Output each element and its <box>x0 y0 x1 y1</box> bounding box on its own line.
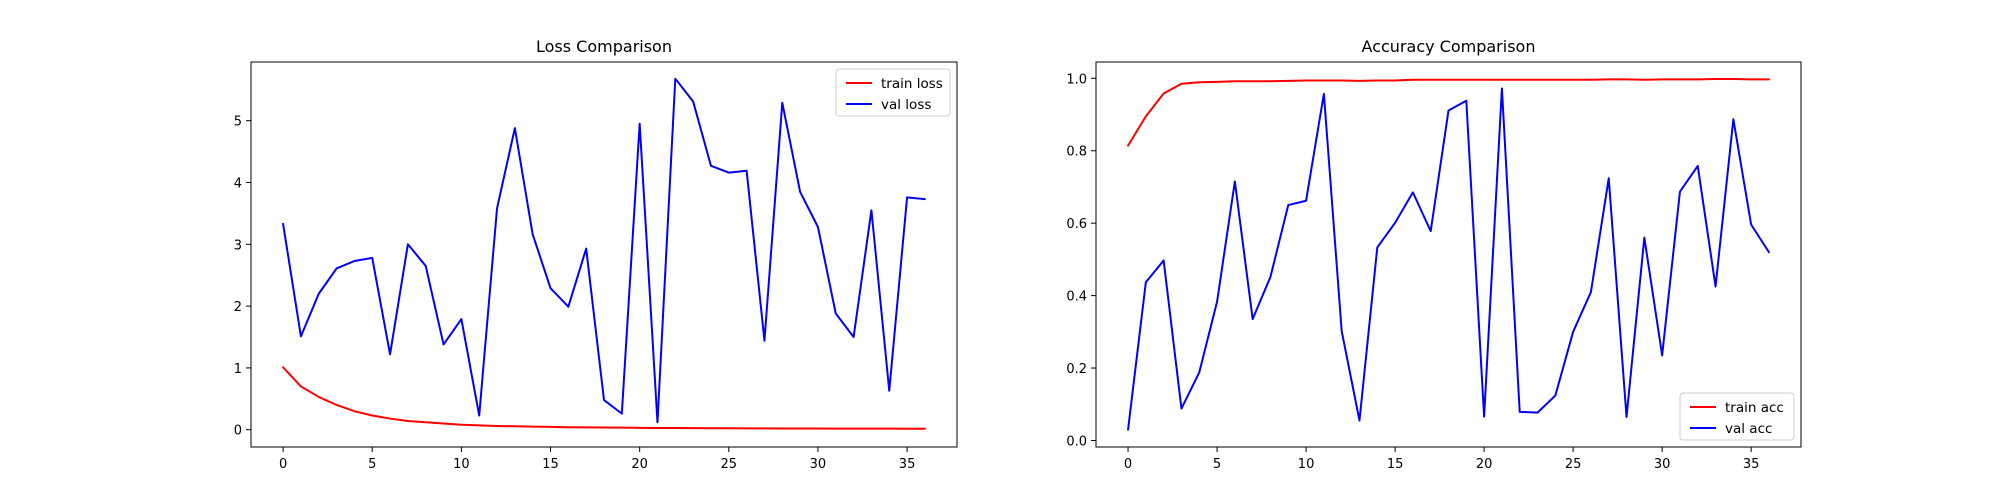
x-tick-label: 5 <box>1213 457 1221 472</box>
y-tick-label: 0.2 <box>1066 362 1087 377</box>
series-line-train-loss <box>282 366 926 430</box>
x-tick-label: 20 <box>1476 457 1493 472</box>
chart-title: Loss Comparison <box>536 37 672 56</box>
chart-panel-1: Loss Comparison 0 5 10 15 20 25 30 35 0 1 2 3 4 5 train… <box>234 37 958 472</box>
series-line-val-acc <box>1127 87 1770 431</box>
x-tick-label: 0 <box>1124 457 1132 472</box>
y-tick-label: 3 <box>234 238 242 253</box>
legend-label: val loss <box>881 97 931 113</box>
y-tick-label: 0.8 <box>1066 145 1087 160</box>
chart-panel-2: Accuracy Comparison 0 5 10 15 20 25 30 35 0.0 0.2 0… <box>1066 37 1802 472</box>
legend-label: val acc <box>1725 421 1772 437</box>
x-tick-label: 25 <box>721 457 738 472</box>
y-tick-label: 0.0 <box>1066 434 1087 449</box>
series-group <box>282 77 926 430</box>
x-tick-label: 10 <box>453 457 470 472</box>
series-line-val-loss <box>282 77 926 424</box>
y-tick-label: 1 <box>234 362 242 377</box>
x-tick-label: 20 <box>631 457 648 472</box>
axes-frame <box>250 61 958 448</box>
y-tick-label: 0 <box>234 424 242 439</box>
y-tick-label: 1.0 <box>1066 72 1087 87</box>
x-tick-label: 5 <box>368 457 376 472</box>
x-tick-label: 15 <box>542 457 559 472</box>
y-tick-label: 0.6 <box>1066 217 1087 232</box>
x-tick-label: 35 <box>1743 457 1760 472</box>
x-tick-label: 25 <box>1565 457 1582 472</box>
y-tick-label: 0.4 <box>1066 290 1087 305</box>
series-group <box>1127 78 1770 431</box>
x-tick-label: 35 <box>899 457 916 472</box>
legend: train acc val acc <box>1679 392 1795 441</box>
x-tick-label: 30 <box>1654 457 1671 472</box>
x-tick-label: 30 <box>810 457 827 472</box>
y-tick-label: 2 <box>234 300 242 315</box>
series-line-train-acc <box>1127 78 1770 147</box>
legend-label: train loss <box>881 76 943 92</box>
y-tick-label: 5 <box>234 115 242 130</box>
x-tick-label: 10 <box>1298 457 1315 472</box>
legend: train loss val loss <box>835 68 951 117</box>
y-tick-label: 4 <box>234 177 242 192</box>
legend-label: train acc <box>1725 400 1784 416</box>
x-tick-label: 15 <box>1387 457 1404 472</box>
chart-title: Accuracy Comparison <box>1362 37 1536 56</box>
axes-frame <box>1095 61 1802 448</box>
charts-container: Loss Comparison 0 5 10 15 20 25 30 35 0 1 2 3 4 5 train… <box>234 37 1802 472</box>
x-tick-label: 0 <box>279 457 287 472</box>
